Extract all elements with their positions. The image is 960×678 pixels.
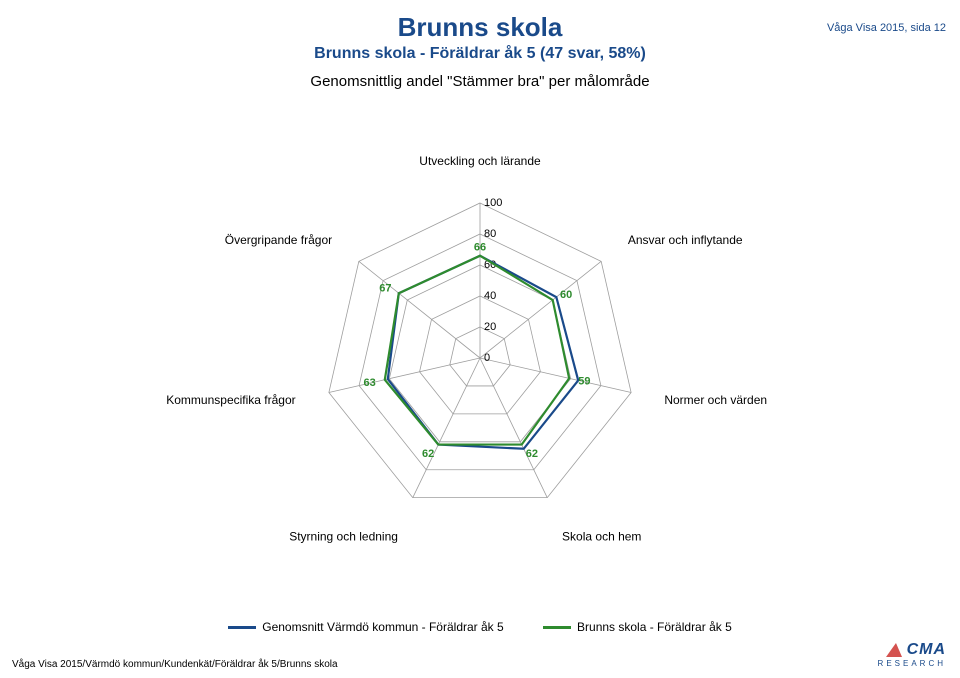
svg-text:Kommunspecifika frågor: Kommunspecifika frågor [166,393,295,407]
legend: Genomsnitt Värmdö kommun - Föräldrar åk … [0,618,960,635]
svg-text:62: 62 [422,448,434,460]
svg-text:60: 60 [560,289,572,301]
svg-text:Övergripande frågor: Övergripande frågor [225,233,332,247]
svg-text:Utveckling och lärande: Utveckling och lärande [419,154,541,168]
radar-chart: 02040608010066605962626367Utveckling och… [0,132,960,602]
legend-label: Genomsnitt Värmdö kommun - Föräldrar åk … [262,620,503,634]
logo: CMA RESEARCH [878,641,946,668]
svg-text:67: 67 [379,282,391,294]
svg-text:63: 63 [363,377,375,389]
radar-svg: 02040608010066605962626367Utveckling och… [100,132,860,572]
svg-text:0: 0 [484,352,490,364]
legend-swatch [228,626,256,629]
page-title: Brunns skola [0,12,960,43]
footer-text: Våga Visa 2015/Värmdö kommun/Kundenkät/F… [12,659,338,670]
svg-text:62: 62 [526,448,538,460]
svg-text:Ansvar och inflytande: Ansvar och inflytande [628,233,743,247]
svg-text:20: 20 [484,321,496,333]
svg-text:80: 80 [484,228,496,240]
page-subtitle: Brunns skola - Föräldrar åk 5 (47 svar, … [0,45,960,63]
page-indicator: Våga Visa 2015, sida 12 [827,22,946,34]
svg-text:40: 40 [484,290,496,302]
svg-text:66: 66 [474,241,486,253]
svg-text:Normer och värden: Normer och värden [664,393,767,407]
page-description: Genomsnittlig andel "Stämmer bra" per må… [0,73,960,90]
legend-swatch [543,626,571,629]
logo-top: CMA [907,641,946,658]
header: Brunns skola Brunns skola - Föräldrar åk… [0,12,960,90]
logo-bottom: RESEARCH [878,659,946,668]
legend-item: Brunns skola - Föräldrar åk 5 [543,620,732,634]
svg-text:59: 59 [578,375,590,387]
svg-text:Skola och hem: Skola och hem [562,529,641,543]
svg-text:100: 100 [484,197,502,209]
triangle-icon [886,643,904,657]
legend-label: Brunns skola - Föräldrar åk 5 [577,620,732,634]
svg-text:Styrning och ledning: Styrning och ledning [289,529,398,543]
legend-item: Genomsnitt Värmdö kommun - Föräldrar åk … [228,620,503,634]
